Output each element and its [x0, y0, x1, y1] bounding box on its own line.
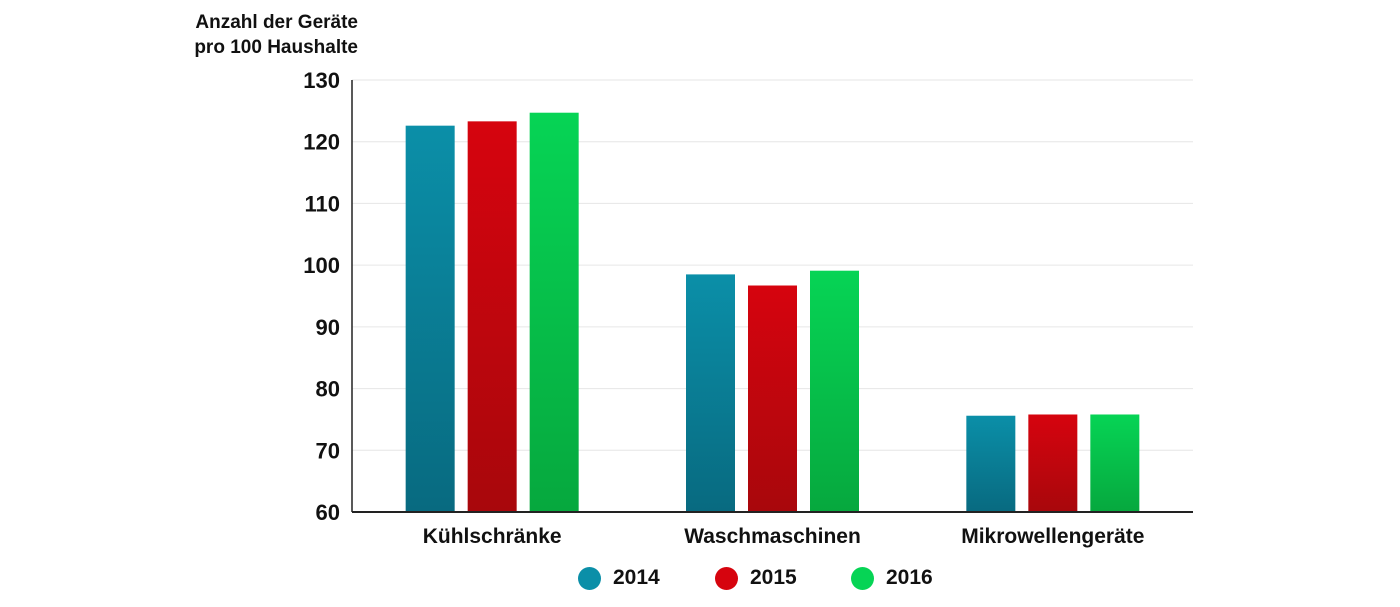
legend-label-2014: 2014	[613, 566, 660, 589]
bar-Waschmaschinen-2014	[686, 274, 735, 512]
y-tick-label-90: 90	[316, 315, 340, 340]
x-tick-labels: Kühlschränke Waschmaschinen Mikrowellenger…	[423, 525, 1145, 548]
y-tick-label-100: 100	[303, 253, 340, 278]
bar-Kühlschränke-2015	[467, 121, 517, 512]
bar-Kühlschränke-2016	[529, 112, 579, 513]
y-tick-label-80: 80	[316, 377, 340, 402]
legend-swatch-2014	[578, 566, 601, 590]
legend-item-2016: 2016	[851, 566, 933, 590]
legend-label-2016: 2016	[886, 566, 933, 589]
x-tick-label-2: Mikrowellengeräte	[961, 525, 1144, 548]
y-tick-label-70: 70	[316, 438, 340, 463]
legend-item-2014: 2014	[578, 566, 660, 590]
x-tick-label-1: Waschmaschinen	[684, 525, 861, 548]
bars	[405, 112, 1140, 513]
y-axis-label: Anzahl der Geräte pro 100 Haushalte	[194, 10, 358, 60]
legend-swatch-2015	[715, 566, 738, 590]
legend-label-2015: 2015	[750, 566, 797, 589]
legend-swatch-2016	[851, 566, 874, 590]
bar-Mikrowellengeräte-2014	[966, 415, 1016, 512]
y-axis-label-line-2: pro 100 Haushalte	[194, 37, 358, 58]
y-tick-label-130: 130	[303, 68, 340, 93]
bar-Mikrowellengeräte-2016	[1090, 414, 1140, 512]
bar-Waschmaschinen-2015	[748, 285, 797, 512]
legend-item-2015: 2015	[715, 566, 797, 590]
y-tick-labels: 60 70 80 90 100 110 120 130	[303, 68, 340, 525]
bar-Kühlschränke-2014	[405, 125, 455, 512]
x-tick-label-0: Kühlschränke	[423, 525, 562, 548]
bar-Waschmaschinen-2016	[810, 270, 859, 512]
y-axis-label-line-1: Anzahl der Geräte	[195, 12, 358, 33]
y-tick-label-110: 110	[305, 191, 341, 216]
legend: 2014 2015 2016	[0, 566, 1400, 596]
y-tick-label-60: 60	[316, 500, 340, 525]
bar-Mikrowellengeräte-2015	[1028, 414, 1078, 512]
y-tick-label-120: 120	[303, 130, 340, 155]
